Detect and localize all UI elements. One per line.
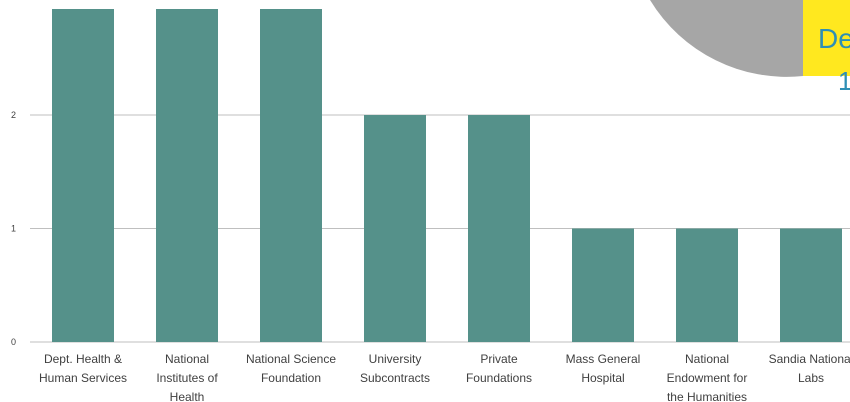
x-category-label: Mass General Hospital xyxy=(566,352,641,385)
bar xyxy=(260,9,322,342)
x-category-label-line: Labs xyxy=(798,371,824,385)
x-category-label-line: Dept. Health & xyxy=(44,352,122,366)
x-category-label: University Subcontracts xyxy=(360,352,430,385)
bar xyxy=(468,115,530,342)
y-tick-label: 1 xyxy=(11,224,16,234)
bar xyxy=(572,228,634,342)
x-category-label-line: Foundations xyxy=(466,371,532,385)
x-category-label-line: Private xyxy=(480,352,518,366)
x-category-label: Private Foundations xyxy=(466,352,532,385)
x-category-label-line: National Science xyxy=(246,352,336,366)
x-category-label-line: National xyxy=(685,352,729,366)
x-category-label: National Science Foundation xyxy=(246,352,336,385)
x-category-label-line: Sandia National xyxy=(769,352,850,366)
x-category-label: National Endowment for the Humanities xyxy=(667,352,748,402)
x-category-label: Dept. Health & Human Services xyxy=(39,352,127,385)
bar xyxy=(676,228,738,342)
pie-slice-yellow xyxy=(803,0,850,76)
y-tick-label: 0 xyxy=(11,337,16,347)
x-category-label-line: Mass General xyxy=(566,352,641,366)
x-category-label-line: Institutes of xyxy=(156,371,218,385)
x-category-label: Sandia National Labs xyxy=(769,352,850,385)
x-category-label-line: University xyxy=(369,352,422,366)
bar xyxy=(364,115,426,342)
inset-pie-chart xyxy=(650,0,850,77)
pie-slice-gray xyxy=(650,0,803,77)
x-category-label-line: Subcontracts xyxy=(360,371,430,385)
x-category-label-line: Health xyxy=(170,390,205,402)
x-category-label-line: Endowment for xyxy=(667,371,748,385)
x-axis-labels: Dept. Health & Human Services National Inst… xyxy=(39,352,850,402)
x-category-label: National Institutes of Health xyxy=(156,352,218,402)
bars xyxy=(52,9,842,342)
bar xyxy=(780,228,842,342)
bar xyxy=(52,9,114,342)
x-category-label-line: Foundation xyxy=(261,371,321,385)
bar xyxy=(156,9,218,342)
x-category-label-line: Human Services xyxy=(39,371,127,385)
x-category-label-line: Hospital xyxy=(581,371,624,385)
y-axis-ticks: 0 1 2 xyxy=(11,110,16,347)
x-category-label-line: the Humanities xyxy=(667,390,747,402)
y-tick-label: 2 xyxy=(11,110,16,120)
x-category-label-line: National xyxy=(165,352,209,366)
